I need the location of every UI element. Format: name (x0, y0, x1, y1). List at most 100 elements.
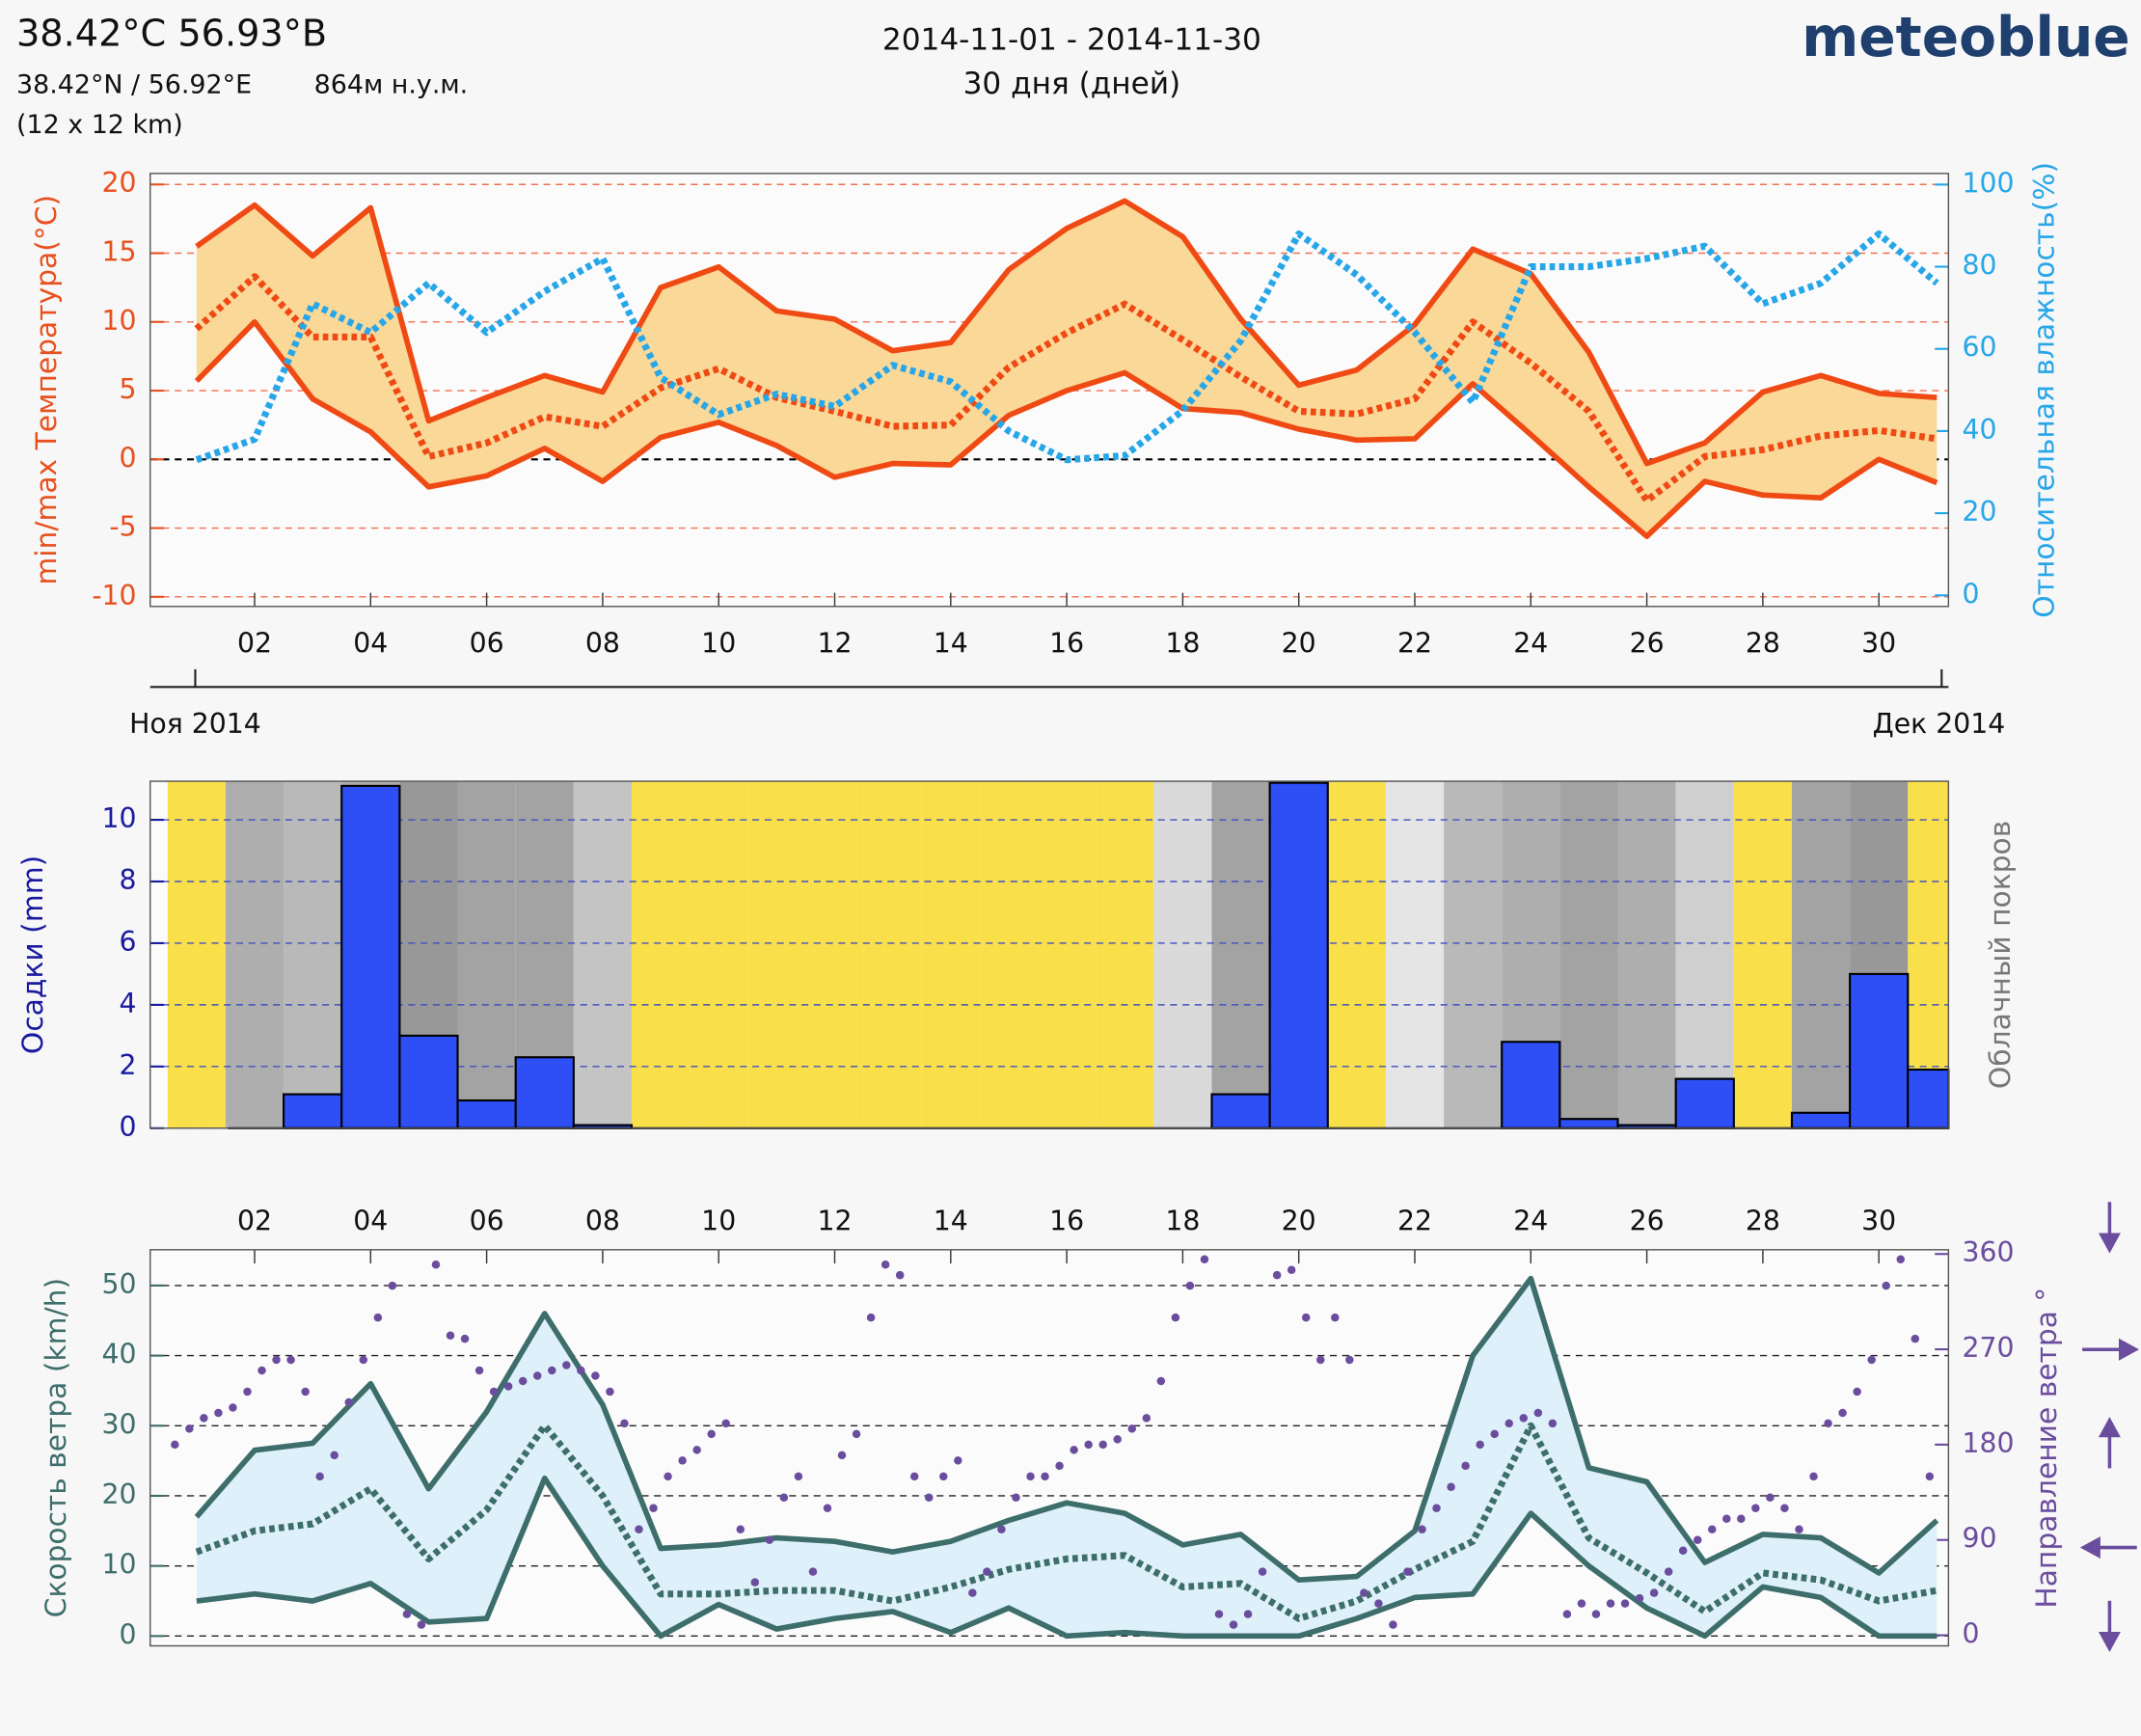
direction-point (1272, 1270, 1282, 1280)
direction-point (1737, 1514, 1746, 1524)
x-tick-label: 16 (1049, 627, 1084, 659)
direction-point (1447, 1482, 1455, 1492)
direction-point (402, 1610, 412, 1618)
month-label: Ноя 2014 (129, 708, 261, 740)
direction-point (562, 1361, 571, 1370)
direction-point (1562, 1610, 1572, 1618)
x-tick-label: 18 (1165, 627, 1200, 659)
series-line (194, 273, 1938, 504)
direction-point (881, 1260, 890, 1269)
y-tick-label: 0 (120, 1111, 137, 1143)
direction-point (852, 1429, 861, 1439)
wind-arrows (2079, 1202, 2140, 1653)
direction-point (1142, 1414, 1152, 1423)
direction-point (823, 1504, 832, 1513)
direction-point (200, 1414, 208, 1423)
x-tick-label: 26 (1630, 627, 1665, 659)
direction-point (214, 1408, 223, 1418)
cloud-cover (1733, 781, 1792, 1128)
y-tick-label: 6 (120, 926, 137, 958)
direction-point (1620, 1599, 1630, 1608)
direction-point (1853, 1387, 1861, 1397)
y-axis-title: Скорость ветра (km/h) (40, 1278, 73, 1617)
x-tick-label: 14 (934, 1206, 968, 1237)
direction-point (606, 1387, 614, 1397)
direction-point (286, 1355, 295, 1365)
series-line (196, 1475, 1938, 1640)
direction-point (1577, 1599, 1586, 1608)
x-tick-label: 12 (817, 1206, 852, 1237)
cloud-cover (1444, 781, 1503, 1128)
y2-tick-label: 90 (1963, 1523, 1997, 1555)
y-axis-title: min/max Температура(°C) (30, 195, 64, 585)
direction-point (939, 1472, 948, 1481)
direction-point (1374, 1599, 1383, 1608)
x-tick-label: 14 (934, 627, 968, 659)
y2-tick-label: 180 (1963, 1427, 2015, 1459)
y-tick-label: 50 (102, 1268, 137, 1300)
x-tick-label: 12 (817, 627, 852, 659)
y2-tick-label: 0 (1963, 578, 1980, 610)
direction-point (591, 1371, 600, 1380)
y-tick-label: 5 (120, 373, 137, 405)
x-tick-label: 06 (470, 1206, 504, 1237)
cloud-cover (1791, 781, 1851, 1128)
direction-point (460, 1334, 470, 1343)
y2-tick-label: 270 (1963, 1332, 2015, 1364)
direction-point (664, 1472, 672, 1481)
direction-point (721, 1419, 730, 1428)
y2-tick-label: 0 (1963, 1618, 1980, 1650)
bar (1790, 1111, 1852, 1129)
direction-point (750, 1578, 760, 1587)
bar (1907, 1068, 1950, 1129)
direction-point (532, 1371, 542, 1380)
direction-point (736, 1525, 745, 1533)
direction-point (1548, 1419, 1558, 1428)
bar (1268, 781, 1329, 1129)
direction-point (1316, 1355, 1325, 1365)
series-line (195, 198, 1938, 467)
bar (398, 1034, 459, 1129)
x-tick-label: 28 (1746, 627, 1780, 659)
plot-frame (149, 1249, 1950, 1647)
direction-point (431, 1260, 441, 1269)
bar (1558, 1118, 1619, 1129)
plot-frame (149, 780, 1950, 1129)
direction-point (315, 1472, 324, 1481)
cloud-cover (1153, 781, 1212, 1128)
cloud-cover (921, 781, 980, 1128)
direction-point (1345, 1355, 1354, 1365)
y-tick-label: 20 (102, 167, 137, 199)
x-tick-label: 30 (1861, 1206, 1896, 1237)
direction-point (649, 1504, 658, 1513)
bar (1674, 1077, 1735, 1129)
direction-point (503, 1382, 513, 1391)
direction-point (620, 1419, 629, 1428)
bar (514, 1056, 575, 1129)
direction-point (1635, 1593, 1644, 1603)
cloud-cover (167, 781, 226, 1128)
cloud-cover (1327, 781, 1386, 1128)
direction-point (1243, 1610, 1253, 1618)
cloud-cover (747, 781, 806, 1128)
bar (283, 1093, 343, 1129)
cloud-cover (805, 781, 864, 1128)
direction-point (866, 1313, 876, 1322)
direction-point (1896, 1255, 1905, 1263)
x-tick-label: 26 (1630, 1206, 1665, 1237)
y-tick-label: 40 (102, 1339, 137, 1370)
y-tick-label: 8 (120, 864, 137, 896)
direction-point (518, 1376, 528, 1386)
direction-point (417, 1620, 426, 1629)
direction-point (1258, 1567, 1267, 1576)
direction-point (1824, 1419, 1832, 1428)
direction-point (1301, 1313, 1311, 1322)
x-tick-label: 22 (1397, 627, 1432, 659)
y-tick-label: 15 (102, 236, 137, 268)
direction-point (968, 1588, 977, 1597)
x-tick-label: 04 (353, 1206, 388, 1237)
x-tick-label: 04 (353, 627, 388, 659)
direction-point (678, 1456, 687, 1465)
resolution: (12 x 12 km) (16, 110, 183, 140)
